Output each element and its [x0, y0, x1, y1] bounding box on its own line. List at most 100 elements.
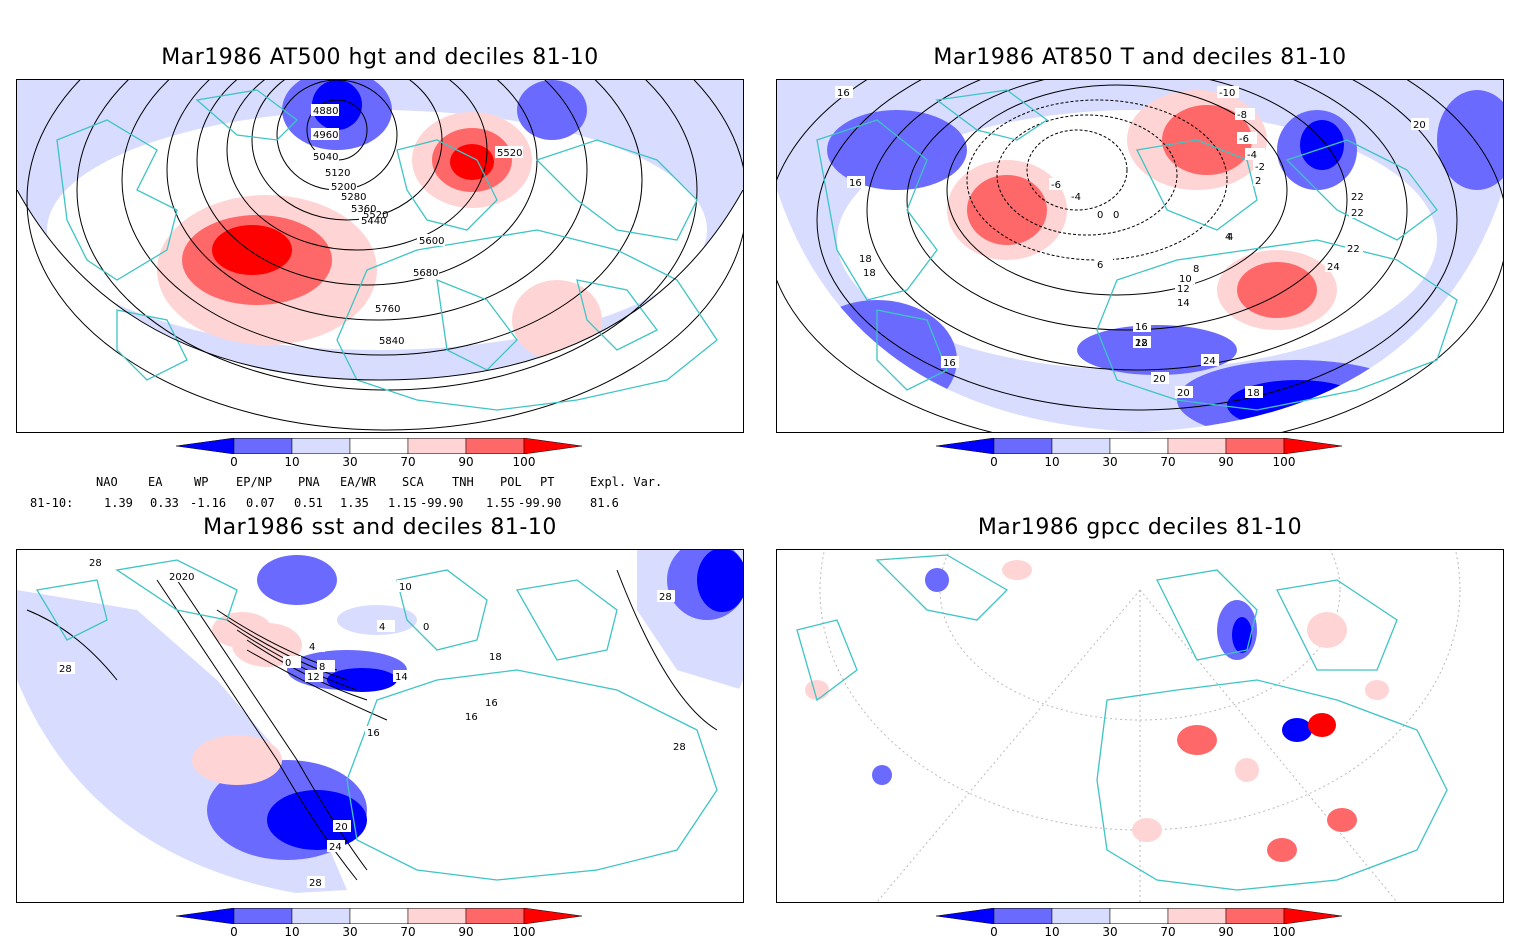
- panel-title-t850: Mar1986 AT850 T and deciles 81-10: [933, 45, 1347, 70]
- colorbar-segment: [523, 907, 583, 925]
- colorbar-sst: 0 10 30 70 90 100: [175, 907, 596, 940]
- colorbar-label: 30: [342, 925, 358, 939]
- contour-label: -10: [1219, 88, 1235, 99]
- colorbar-segment: [993, 437, 1053, 455]
- map-panel-gpcc: [776, 549, 1504, 903]
- tele-value-pol: 1.55: [486, 496, 515, 510]
- tele-value-eawr: 1.35: [340, 496, 369, 510]
- contour-label: 28: [659, 592, 672, 603]
- colorbar-segment: [465, 437, 525, 455]
- colorbar-segment: [935, 437, 995, 455]
- tele-header: SCA: [402, 475, 424, 489]
- tele-header: EA: [148, 475, 163, 489]
- colorbar-segment: [1051, 907, 1111, 925]
- contour-label: 5600: [419, 236, 444, 247]
- colorbar-label: 90: [458, 455, 474, 469]
- contour-label: 16: [367, 728, 380, 739]
- tele-value-tnh: -99.90: [420, 496, 464, 510]
- contour-label: 22: [1347, 244, 1360, 255]
- tele-value-epnp: 0.07: [246, 496, 275, 510]
- contour-label: 8: [319, 662, 325, 673]
- colorbar-label: 30: [1102, 925, 1118, 939]
- contour-label: 22: [1135, 338, 1148, 349]
- contour-label: 20: [1153, 374, 1166, 385]
- contour-label: 28: [673, 742, 686, 753]
- colorbar-label: 10: [284, 455, 300, 469]
- contour-label: 18: [489, 652, 502, 663]
- colorbar-segment: [349, 437, 409, 455]
- colorbar-t850: 0 10 30 70 90 100: [935, 437, 1356, 470]
- contour-label: 18: [859, 254, 872, 265]
- contour-label: 4960: [313, 130, 338, 141]
- contour-label: -6: [1051, 180, 1061, 191]
- panel-title-gpcc: Mar1986 gpcc deciles 81-10: [977, 515, 1303, 540]
- contour-label: 4880: [313, 106, 338, 117]
- colorbar-segment: [1167, 907, 1227, 925]
- colorbar-label: 100: [1272, 925, 1296, 939]
- tele-header: Expl. Var.: [590, 475, 663, 489]
- tele-header: NAO: [96, 475, 118, 489]
- panel-title-sst: Mar1986 sst and deciles 81-10: [203, 515, 557, 540]
- contour-label: -4: [1247, 150, 1257, 161]
- contour-label: 28: [309, 878, 322, 889]
- colorbar-label: 90: [458, 925, 474, 939]
- contour-label: 6: [1097, 260, 1103, 271]
- contour-label: 4: [1225, 232, 1231, 243]
- colorbar-segment: [523, 437, 583, 455]
- contour-label: 22: [1351, 192, 1364, 203]
- contour-label: 8: [1193, 264, 1199, 275]
- contour-label: 22: [1351, 208, 1364, 219]
- contour-label: 20: [1177, 388, 1190, 399]
- contour-label: 5040: [313, 152, 338, 163]
- colorbar-label: 10: [1044, 455, 1060, 469]
- contour-label: 20: [1413, 120, 1426, 131]
- colorbar-segment: [1225, 907, 1285, 925]
- colorbar-label: 30: [342, 455, 358, 469]
- contour-label: 20: [335, 822, 348, 833]
- contour-label: 24: [1203, 356, 1216, 367]
- contour-label: 18: [1247, 388, 1260, 399]
- colorbar-segment: [1283, 437, 1343, 455]
- tele-header: TNH: [452, 475, 474, 489]
- map-panel-sst: 28 28 2020 0 4 8 12 16 14 10 4 0 18 16 1…: [16, 549, 744, 903]
- colorbar-segment: [1051, 437, 1111, 455]
- colorbar-label: 0: [990, 925, 998, 939]
- colorbar-segment: [1109, 437, 1169, 455]
- contour-label: 5360: [351, 204, 376, 215]
- colorbar-label: 100: [512, 925, 536, 939]
- tele-header: POL: [500, 475, 522, 489]
- colorbar-label: 0: [990, 455, 998, 469]
- colorbar-label: 10: [1044, 925, 1060, 939]
- contour-label: 10: [1179, 274, 1192, 285]
- colorbar-segment: [233, 907, 293, 925]
- colorbar-label: 70: [400, 455, 416, 469]
- teleconnection-table: NAO EA WP EP/NP PNA EA/WR SCA TNH POL PT…: [0, 475, 760, 515]
- colorbar-segment: [407, 907, 467, 925]
- colorbar-segment: [993, 907, 1053, 925]
- contour-label: 5680: [413, 268, 438, 279]
- tele-header: EP/NP: [236, 475, 273, 489]
- colorbar-segment: [935, 907, 995, 925]
- colorbar-segment: [1109, 907, 1169, 925]
- colorbar-segment: [291, 437, 351, 455]
- tele-header: PT: [540, 475, 555, 489]
- tele-value-nao: 1.39: [104, 496, 133, 510]
- tele-row-label: 81-10:: [30, 496, 74, 510]
- contour-label: 24: [329, 842, 342, 853]
- colorbar-label: 100: [512, 455, 536, 469]
- contour-label: 10: [399, 582, 412, 593]
- contour-label: 16: [1135, 322, 1148, 333]
- contour-label: 5200: [331, 182, 356, 193]
- contour-label: -8: [1237, 110, 1247, 121]
- colorbar-gpcc: 0 10 30 70 90 100: [935, 907, 1356, 940]
- contour-label: 16: [485, 698, 498, 709]
- contour-label: 0: [423, 622, 429, 633]
- colorbar-label: 70: [1160, 925, 1176, 939]
- contour-label: 5760: [375, 304, 400, 315]
- map-panel-hgt500: 4880 4960 5040 5120 5200 5280 5360 5440 …: [16, 79, 744, 433]
- tele-value-sca: 1.15: [388, 496, 417, 510]
- contour-label: 0: [1113, 210, 1119, 221]
- contour-label: 28: [89, 558, 102, 569]
- contour-label: -2: [1255, 162, 1265, 173]
- contour-label: 16: [849, 178, 862, 189]
